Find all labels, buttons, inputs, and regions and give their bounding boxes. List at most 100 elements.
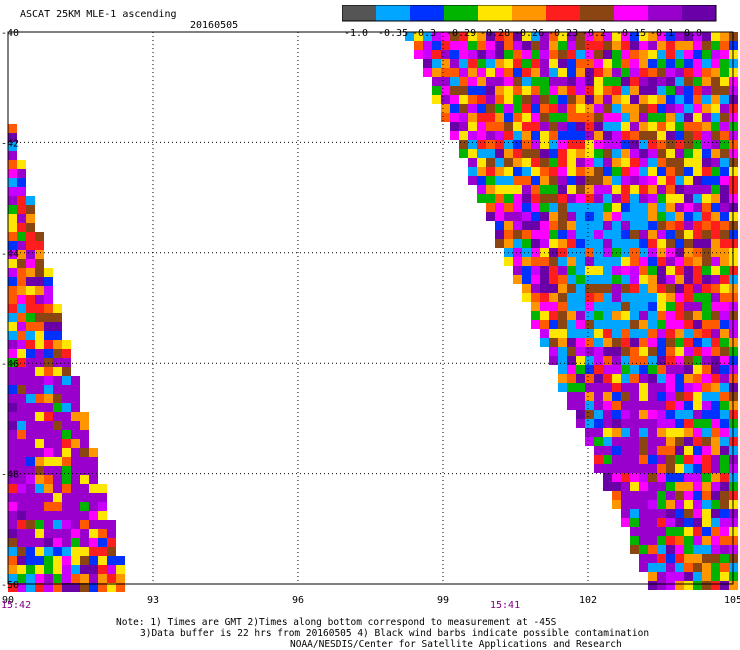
swath-cell	[495, 77, 504, 86]
swath-cell	[35, 367, 44, 376]
swath-cell	[621, 446, 630, 455]
swath-cell	[558, 149, 567, 158]
swath-cell	[693, 455, 702, 464]
swath-cell	[648, 158, 657, 167]
swath-cell	[657, 464, 666, 473]
swath-cell	[531, 59, 540, 68]
swath-cell	[477, 95, 486, 104]
swath-cell	[702, 509, 711, 518]
swath-cell	[549, 131, 558, 140]
swath-cell	[657, 176, 666, 185]
swath-cell	[621, 464, 630, 473]
swath-cell	[630, 149, 639, 158]
swath-cell	[612, 113, 621, 122]
swath-cell	[513, 32, 522, 41]
swath-cell	[477, 68, 486, 77]
swath-cell	[666, 581, 675, 590]
swath-cell	[486, 113, 495, 122]
swath-cell	[522, 203, 531, 212]
swath-cell	[666, 59, 675, 68]
swath-cell	[684, 329, 693, 338]
swath-cell	[35, 574, 44, 583]
swath-cell	[657, 563, 666, 572]
swath-cell	[567, 203, 576, 212]
swath-cell	[549, 167, 558, 176]
swath-cell	[477, 194, 486, 203]
swath-cell	[612, 464, 621, 473]
swath-cell	[522, 104, 531, 113]
swath-cell	[53, 583, 62, 592]
swath-cell	[630, 302, 639, 311]
swath-cell	[62, 421, 71, 430]
swath-cell	[702, 221, 711, 230]
swath-cell	[702, 95, 711, 104]
swath-cell	[666, 68, 675, 77]
swath-cell	[567, 293, 576, 302]
swath-cell	[666, 149, 675, 158]
swath-cell	[62, 412, 71, 421]
swath-cell	[711, 392, 720, 401]
swath-cell	[711, 113, 720, 122]
swath-cell	[585, 329, 594, 338]
swath-cell	[684, 581, 693, 590]
swath-cell	[648, 212, 657, 221]
swath-cell	[666, 50, 675, 59]
swath-cell	[576, 131, 585, 140]
swath-cell	[8, 277, 17, 286]
swath-cell	[80, 412, 89, 421]
swath-cell	[522, 131, 531, 140]
swath-cell	[44, 403, 53, 412]
swath-cell	[504, 41, 513, 50]
swath-cell	[504, 50, 513, 59]
swath-cell	[612, 428, 621, 437]
swath-cell	[558, 239, 567, 248]
swath-cell	[621, 257, 630, 266]
swath-cell	[504, 95, 513, 104]
swath-cell	[648, 482, 657, 491]
swath-cell	[80, 457, 89, 466]
swath-cell	[594, 320, 603, 329]
swath-cell	[666, 122, 675, 131]
swath-cell	[639, 158, 648, 167]
swath-cell	[621, 311, 630, 320]
swath-cell	[8, 574, 17, 583]
swath-cell	[666, 302, 675, 311]
swath-cell	[639, 491, 648, 500]
swath-cell	[657, 203, 666, 212]
swath-cell	[648, 185, 657, 194]
swath-cell	[711, 158, 720, 167]
y-tick-label: -50	[1, 580, 19, 591]
swath-cell	[657, 167, 666, 176]
swath-cell	[522, 293, 531, 302]
swath-cell	[504, 176, 513, 185]
swath-cell	[675, 428, 684, 437]
swath-cell	[8, 502, 17, 511]
swath-cell	[684, 284, 693, 293]
swath-cell	[567, 185, 576, 194]
swath-cell	[675, 212, 684, 221]
swath-cell	[8, 241, 17, 250]
swath-cell	[558, 284, 567, 293]
swath-cell	[585, 149, 594, 158]
swath-cell	[585, 437, 594, 446]
swath-cell	[612, 140, 621, 149]
swath-cell	[531, 311, 540, 320]
swath-cell	[53, 322, 62, 331]
swath-cell	[693, 500, 702, 509]
swath-cell	[53, 439, 62, 448]
legend-label: -0.28	[480, 28, 510, 39]
swath-cell	[576, 401, 585, 410]
swath-cell	[80, 529, 89, 538]
swath-cell	[648, 383, 657, 392]
swath-cell	[594, 131, 603, 140]
swath-cell	[675, 158, 684, 167]
swath-cell	[639, 86, 648, 95]
swath-cell	[522, 185, 531, 194]
swath-cell	[720, 581, 729, 590]
swath-cell	[693, 365, 702, 374]
swath-cell	[603, 338, 612, 347]
footnote-line-2: 3)Data buffer is 22 hrs from 20160505 4)…	[140, 628, 650, 639]
swath-cell	[630, 383, 639, 392]
swath-cell	[585, 356, 594, 365]
swath-cell	[35, 520, 44, 529]
